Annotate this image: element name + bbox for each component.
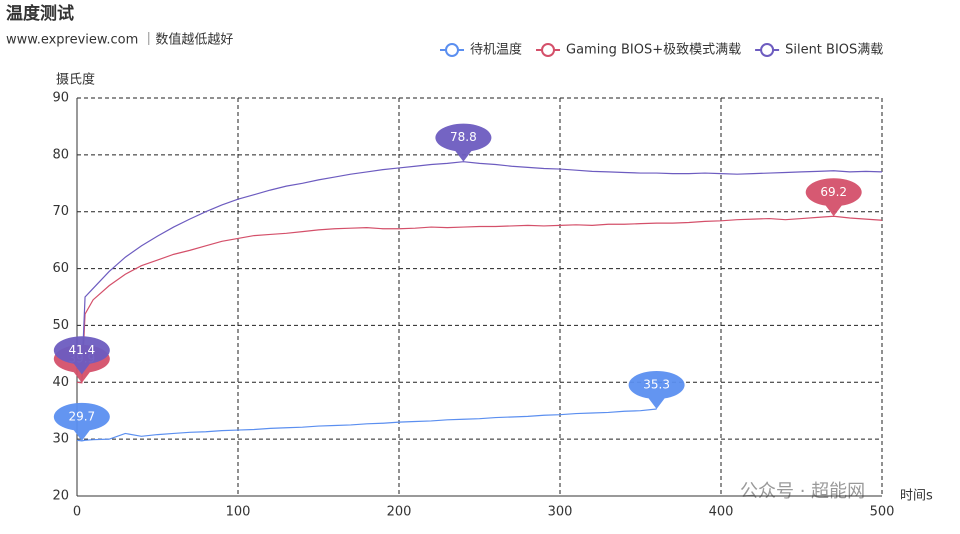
marker-label: 69.2 (820, 185, 847, 199)
x-axis-title: 时间s (900, 489, 933, 504)
x-tick-label: 0 (73, 505, 81, 520)
x-tick-label: 200 (387, 505, 412, 520)
x-tick-label: 300 (548, 505, 573, 520)
marker-label: 41.4 (68, 343, 95, 357)
legend-icon (541, 43, 556, 57)
x-tick-label: 400 (709, 505, 734, 520)
marker-pin (435, 123, 492, 162)
y-tick-label: 40 (52, 375, 69, 390)
legend-item: 待机温度 (440, 42, 522, 58)
series-line (76, 215, 883, 384)
series-line (76, 408, 657, 442)
y-axis-title: 摄氏度 (56, 72, 95, 88)
series-line (76, 161, 883, 375)
marker-label: 35.3 (643, 378, 670, 392)
legend-label: Silent BIOS满载 (785, 43, 883, 58)
marker-pin (805, 178, 862, 217)
x-tick-label: 500 (870, 505, 895, 520)
chart-subtitle: www.expreview.com ｜数值越低越好 (6, 32, 233, 48)
marker-pin (53, 402, 110, 441)
legend-icon (445, 43, 459, 57)
marker-label: 29.7 (68, 409, 95, 423)
marker-pin (628, 370, 685, 410)
marker-label: 78.8 (450, 130, 477, 144)
y-tick-label: 20 (52, 489, 69, 504)
legend-item: Gaming BIOS+极致模式满载 (536, 43, 741, 58)
x-tick-label: 100 (226, 505, 251, 520)
legend-label: Gaming BIOS+极致模式满载 (566, 43, 741, 58)
y-tick-label: 30 (52, 432, 69, 447)
y-tick-label: 80 (52, 147, 69, 162)
y-tick-label: 70 (52, 204, 69, 219)
legend-icon (760, 43, 775, 57)
chart-title: 温度测试 (6, 3, 74, 24)
legend-item: Silent BIOS满载 (755, 43, 883, 58)
y-tick-label: 60 (52, 261, 69, 276)
y-tick-label: 50 (52, 318, 69, 333)
watermark: 公众号 · 超能网 (740, 481, 865, 502)
legend-label: 待机温度 (470, 42, 522, 58)
y-tick-label: 90 (52, 91, 69, 106)
marker-pin (53, 336, 110, 375)
